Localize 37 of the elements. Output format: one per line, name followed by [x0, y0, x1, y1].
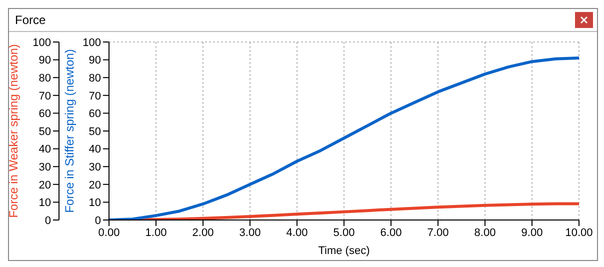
y-tick-label: 20 — [38, 179, 51, 192]
x-tick-label: 2.00 — [192, 226, 214, 239]
y-tick-label: 30 — [38, 162, 51, 174]
y-tick-label: 50 — [38, 126, 51, 138]
x-tick-label: 8.00 — [474, 226, 496, 239]
y2-tick-label: 50 — [88, 126, 101, 138]
y-tick-label: 90 — [38, 54, 51, 67]
chart-title: Force — [15, 13, 46, 27]
y-tick-label: 100 — [32, 36, 51, 49]
y2-tick-label: 10 — [88, 197, 101, 210]
y2-tick-label: 30 — [88, 162, 101, 174]
y2-tick-label: 100 — [82, 36, 101, 49]
y2-tick-label: 60 — [88, 108, 101, 120]
x-tick-label: 7.00 — [427, 226, 449, 239]
x-tick-label: 6.00 — [380, 226, 402, 239]
y2-tick-label: 40 — [88, 144, 101, 156]
x-tick-label: 4.00 — [286, 226, 308, 239]
x-tick-label: 1.00 — [145, 226, 167, 239]
x-tick-label: 10.00 — [565, 226, 593, 239]
y2-tick-label: 70 — [88, 90, 101, 102]
x-tick-label: 5.00 — [333, 226, 355, 239]
y-tick-label: 0 — [44, 214, 51, 227]
y2-tick-label: 90 — [88, 54, 101, 67]
x-tick-label: 3.00 — [239, 226, 261, 239]
y-tick-label: 60 — [38, 108, 51, 120]
x-tick-label: 9.00 — [521, 226, 543, 239]
y-tick-label: 70 — [38, 90, 51, 102]
y-tick-label: 40 — [38, 144, 51, 156]
y-axis-title: Force in Weaker spring (newton) — [6, 44, 20, 218]
y2-tick-label: 0 — [94, 214, 101, 227]
y-tick-label: 80 — [38, 72, 51, 85]
x-tick-label: 0.00 — [98, 226, 120, 239]
y2-tick-label: 80 — [88, 72, 101, 85]
y2-axis-title: Force in Stiffer spring (newton) — [62, 49, 76, 213]
y2-tick-label: 20 — [88, 179, 101, 192]
y-tick-label: 10 — [38, 197, 51, 210]
x-axis-title: Time (sec) — [318, 245, 370, 257]
